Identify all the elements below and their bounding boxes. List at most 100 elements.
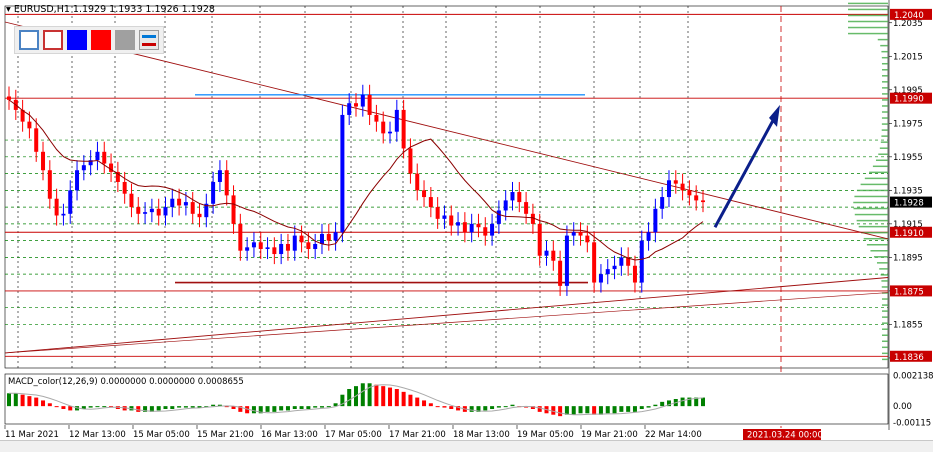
macd-bar xyxy=(360,383,365,407)
candle-body xyxy=(102,151,107,164)
volume-bar xyxy=(881,316,888,318)
candle-body xyxy=(394,109,399,132)
macd-bar xyxy=(41,400,46,407)
volume-bar xyxy=(881,322,888,324)
price-label-box xyxy=(890,92,932,104)
volume-bar xyxy=(864,177,888,180)
macd-bar xyxy=(326,406,331,408)
macd-bar xyxy=(13,393,18,407)
macd-bar xyxy=(428,403,433,407)
volume-bar xyxy=(881,310,888,312)
candle-body xyxy=(75,170,80,191)
candle-body xyxy=(41,151,46,171)
macd-label: MACD_color(12,26,9) 0.0000000 0.0000000 … xyxy=(8,377,244,387)
rect-hollow-red-button[interactable] xyxy=(43,30,63,50)
macd-bar xyxy=(231,406,236,409)
volume-bar xyxy=(881,81,888,83)
volume-bar xyxy=(881,123,888,125)
candle-body xyxy=(422,190,427,198)
candles[interactable] xyxy=(7,84,705,296)
macd-bar xyxy=(619,406,624,412)
volume-bar xyxy=(882,346,888,349)
red-line-icon xyxy=(142,43,156,46)
fill-red-button[interactable] xyxy=(91,30,111,50)
candle-body xyxy=(68,190,73,214)
candle-body xyxy=(462,222,467,233)
macd-bar xyxy=(503,406,508,408)
macd-bar xyxy=(510,404,515,407)
macd-bar xyxy=(605,406,610,414)
trendline-down[interactable] xyxy=(4,21,889,240)
price-tick-label: 1.2015 xyxy=(893,52,923,62)
macd-bar xyxy=(204,406,209,408)
candle-body xyxy=(449,215,454,226)
symbol-line: EURUSD,H1 1.1929 1.1933 1.1926 1.1928 xyxy=(13,4,215,15)
volume-bar xyxy=(848,14,888,17)
candle-body xyxy=(558,260,563,286)
macd-bar xyxy=(496,406,501,408)
macd-bar xyxy=(687,397,692,407)
volume-bar xyxy=(853,201,888,204)
candle-body xyxy=(115,171,120,182)
volume-bar xyxy=(875,159,888,162)
volume-bar xyxy=(882,334,888,336)
candle-body xyxy=(415,173,420,191)
candle-body xyxy=(701,200,705,203)
future-time-box xyxy=(743,429,821,440)
volume-bar xyxy=(881,129,888,131)
rect-hollow-blue-button[interactable] xyxy=(19,30,39,50)
volume-bar xyxy=(881,105,888,107)
candle-body xyxy=(564,235,569,286)
price-tick-label: 1.1915 xyxy=(893,220,923,230)
candle-body xyxy=(694,195,699,201)
time-label: 16 Mar 13:00 xyxy=(261,430,318,440)
macd-bar xyxy=(61,406,66,409)
future-time-label: 2021.03.24 00:00 xyxy=(747,431,823,441)
dropdown-triangle-icon[interactable]: ▾ xyxy=(6,4,11,15)
macd-bar xyxy=(646,406,651,408)
trendline-up-2[interactable] xyxy=(4,292,889,354)
candle-body xyxy=(129,193,134,208)
time-label: 19 Mar 05:00 xyxy=(517,430,574,440)
candle-body xyxy=(673,180,678,184)
volume-bar xyxy=(872,165,888,168)
fill-gray-button[interactable] xyxy=(115,30,135,50)
candle-body xyxy=(81,165,86,171)
macd-bar xyxy=(639,406,644,409)
volume-bar xyxy=(848,26,888,29)
price-label-box xyxy=(890,350,932,362)
price-tick-label: 1.1855 xyxy=(893,320,923,330)
time-label: 15 Mar 05:00 xyxy=(133,430,190,440)
macd-bar xyxy=(224,406,229,408)
candle-body xyxy=(666,180,671,198)
candle-body xyxy=(272,247,277,255)
time-label: 12 Mar 13:00 xyxy=(69,430,126,440)
candle-body xyxy=(251,242,256,248)
volume-bar xyxy=(880,44,888,47)
macd-bar xyxy=(20,394,25,407)
macd-bar xyxy=(68,406,73,411)
macd-bar xyxy=(313,406,318,408)
volume-bar xyxy=(881,135,888,137)
candle-body xyxy=(231,195,236,224)
volume-bar xyxy=(881,99,888,101)
trendline-up-1[interactable] xyxy=(4,277,889,354)
candle-body xyxy=(143,212,148,214)
volume-bar xyxy=(881,56,888,59)
macd-bar xyxy=(177,406,182,408)
macd-bar xyxy=(190,406,195,408)
candle-body xyxy=(646,232,651,241)
forecast-arrow[interactable] xyxy=(713,114,778,228)
candle-body xyxy=(292,235,297,251)
volume-bar xyxy=(878,153,888,155)
candle-body xyxy=(347,103,352,115)
lines-blue-red-button[interactable] xyxy=(139,30,159,50)
macd-bar xyxy=(666,400,671,407)
macd-bar xyxy=(211,404,216,407)
volume-bar xyxy=(848,32,888,35)
time-label: 18 Mar 13:00 xyxy=(453,430,510,440)
fill-blue-button[interactable] xyxy=(67,30,87,50)
macd-bar xyxy=(449,406,454,409)
